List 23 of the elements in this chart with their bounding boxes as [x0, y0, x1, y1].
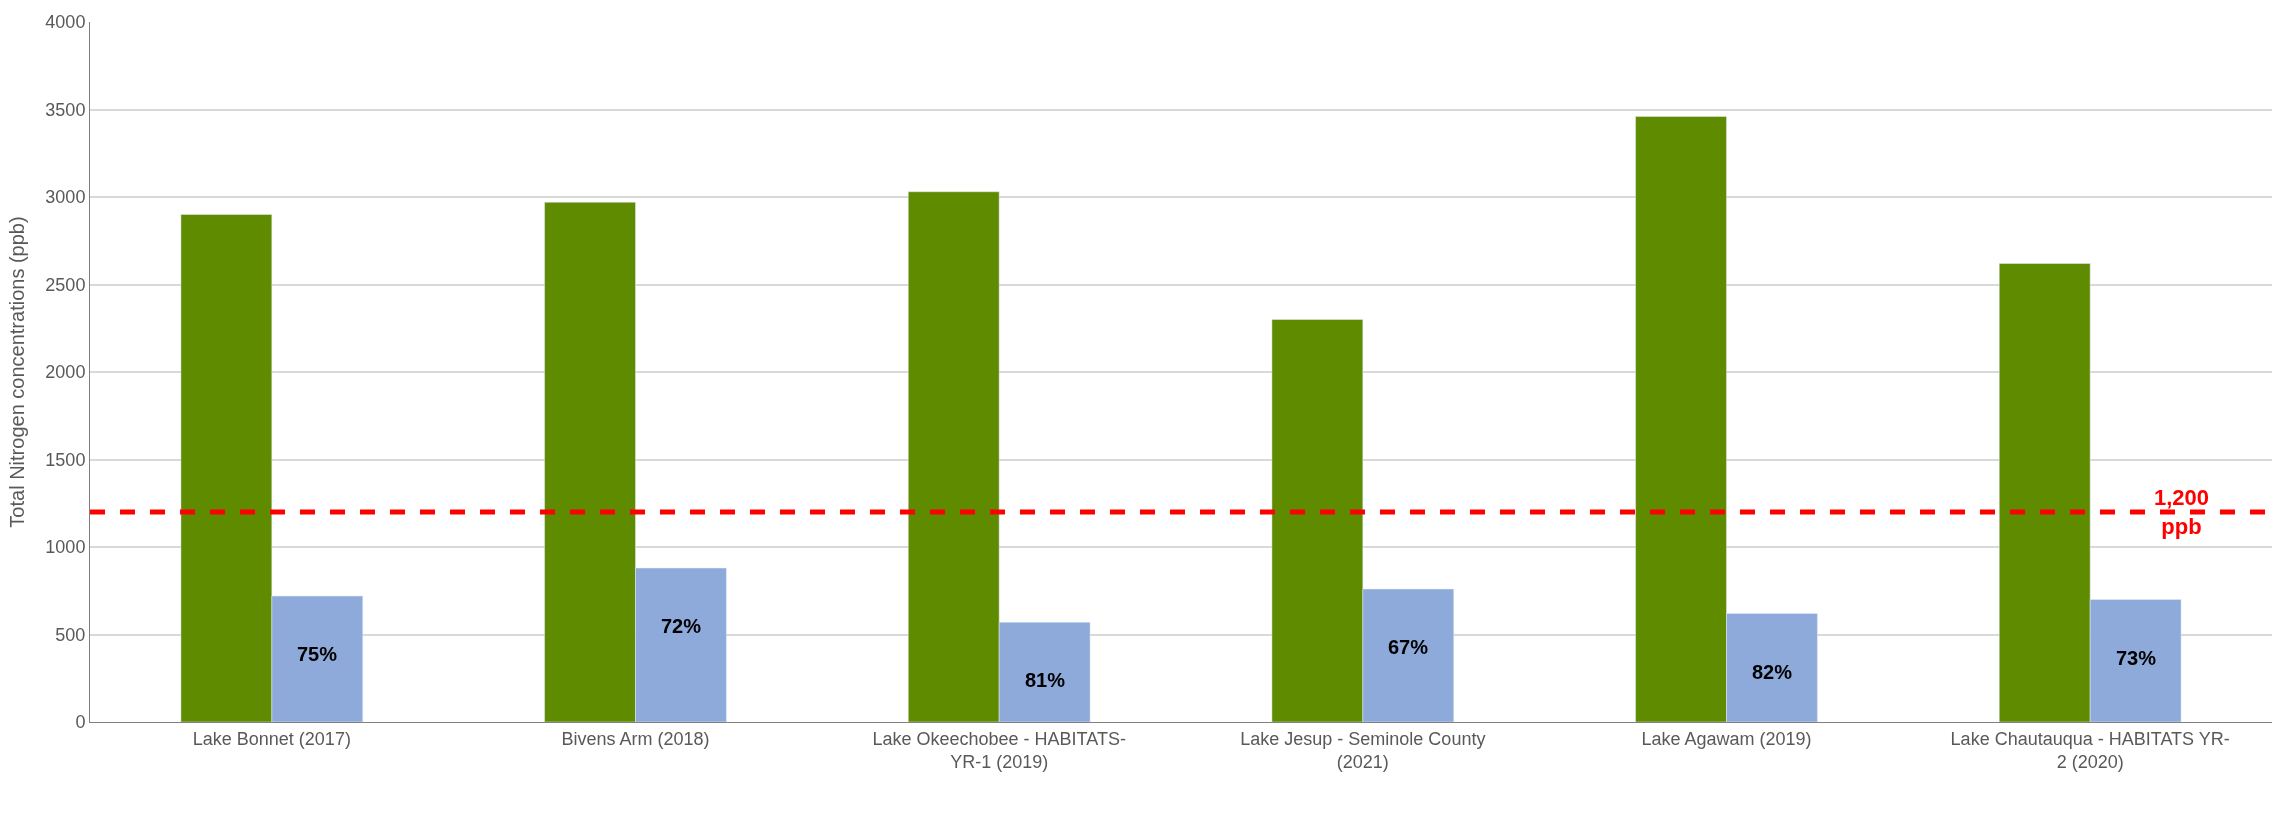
x-tick-label: Lake Chautauqua - HABITATS YR- 2 (2020)	[1950, 728, 2230, 772]
x-tick-label: Lake Bonnet (2017)	[192, 728, 351, 749]
annotation: 72%	[661, 615, 702, 637]
y-tick-label: 3500	[45, 99, 86, 120]
y-axis-title: Total Nitrogen concentrations (ppb)	[5, 216, 28, 528]
y-tick-label: 1000	[45, 537, 86, 558]
y-tick-label: 4000	[45, 12, 86, 33]
y-tick-label: 1500	[45, 449, 86, 470]
annotation: 67%	[1388, 636, 1429, 658]
y-tick-label: 2500	[45, 274, 86, 295]
x-tick-label: Lake Agawam (2019)	[1641, 728, 1812, 749]
x-tick-label: Bivens Arm (2018)	[561, 728, 710, 749]
x-tick-label: Lake Okeechobee - HABITATS-YR-1 (2019)	[872, 728, 1126, 772]
y-tick-label: 500	[55, 624, 86, 645]
ref-line-label: 1,200 ppb	[2154, 485, 2210, 539]
annotation: 75%	[297, 643, 338, 665]
annotation: 73%	[2116, 647, 2157, 669]
x-tick-label: Lake Jesup - Seminole County (2021)	[1240, 728, 1486, 772]
y-tick-label: 3000	[45, 187, 86, 208]
annotation: 82%	[1752, 661, 1793, 683]
y-tick-label: 0	[75, 712, 86, 733]
y-tick-label: 2000	[45, 362, 86, 383]
annotation: 81%	[1025, 669, 1066, 691]
